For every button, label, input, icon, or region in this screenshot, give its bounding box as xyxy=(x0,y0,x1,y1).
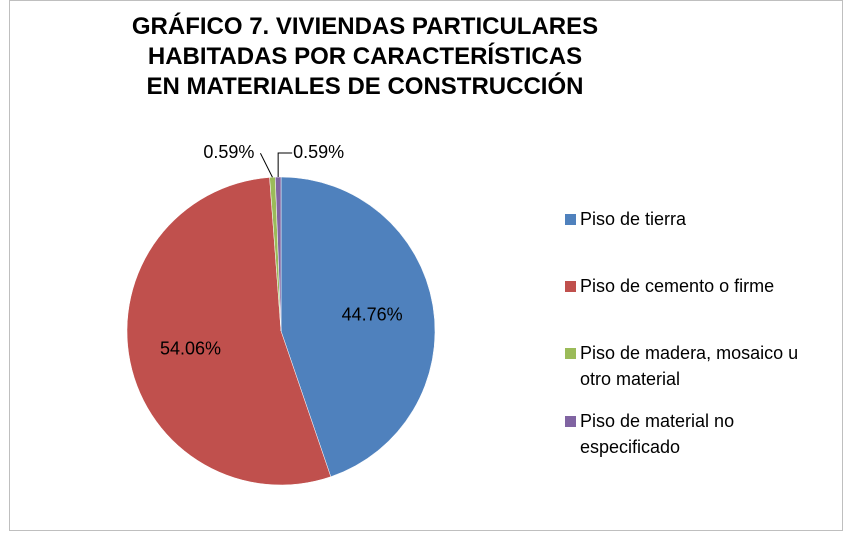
legend-label: Piso de cemento o firme xyxy=(580,276,775,296)
legend-item: Piso de cemento o firme xyxy=(565,273,835,299)
legend-swatch xyxy=(565,348,576,359)
legend-item: Piso de material no especificado xyxy=(565,408,835,460)
legend-label: Piso de madera, mosaico u otro material xyxy=(580,343,799,389)
legend-item: Piso de tierra xyxy=(565,206,835,232)
data-label: 54.06% xyxy=(160,338,221,358)
legend-swatch xyxy=(565,214,576,225)
leader-line xyxy=(277,152,293,178)
pie-slice xyxy=(126,177,332,486)
data-label: 0.59% xyxy=(203,142,254,162)
chart-title: GRÁFICO 7. VIVIENDAS PARTICULARES HABITA… xyxy=(131,13,599,100)
data-label: 44.76% xyxy=(342,305,403,325)
legend-swatch xyxy=(565,416,576,427)
leader-line xyxy=(259,153,273,178)
legend-item: Piso de madera, mosaico u otro material xyxy=(565,340,835,392)
legend-swatch xyxy=(565,281,576,292)
chart-frame xyxy=(9,0,843,531)
legend-label: Piso de tierra xyxy=(580,209,687,229)
data-label: 0.59% xyxy=(293,142,344,162)
pie-slice xyxy=(280,176,436,478)
pie-slice xyxy=(275,176,282,332)
legend-label: Piso de material no especificado xyxy=(580,411,735,457)
